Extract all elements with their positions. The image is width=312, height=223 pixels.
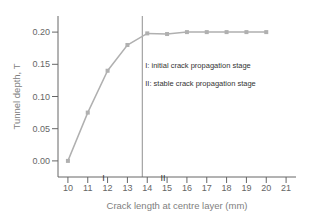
svg-text:0.15: 0.15 xyxy=(32,59,50,69)
svg-text:18: 18 xyxy=(222,183,232,193)
svg-text:I: initial crack propagation s: I: initial crack propagation stage xyxy=(145,61,250,70)
svg-text:17: 17 xyxy=(202,183,212,193)
svg-text:21: 21 xyxy=(281,183,291,193)
svg-text:14: 14 xyxy=(142,183,152,193)
svg-text:16: 16 xyxy=(182,183,192,193)
svg-text:15: 15 xyxy=(162,183,172,193)
svg-text:I: I xyxy=(102,173,105,183)
svg-text:12: 12 xyxy=(103,183,113,193)
svg-text:0.10: 0.10 xyxy=(32,92,50,102)
svg-text:19: 19 xyxy=(241,183,251,193)
svg-text:II: II xyxy=(161,173,166,183)
svg-text:Tunnel depth, T: Tunnel depth, T xyxy=(11,63,22,129)
svg-text:10: 10 xyxy=(63,183,73,193)
svg-text:0.05: 0.05 xyxy=(32,124,50,134)
svg-text:20: 20 xyxy=(261,183,271,193)
svg-text:0.20: 0.20 xyxy=(32,27,50,37)
svg-text:11: 11 xyxy=(83,183,92,193)
svg-text:II: stable crack propagation s: II: stable crack propagation stage xyxy=(145,79,255,88)
svg-text:Crack length at centre layer (: Crack length at centre layer (mm) xyxy=(107,200,248,211)
svg-text:0.00: 0.00 xyxy=(32,156,50,166)
svg-text:13: 13 xyxy=(122,183,132,193)
